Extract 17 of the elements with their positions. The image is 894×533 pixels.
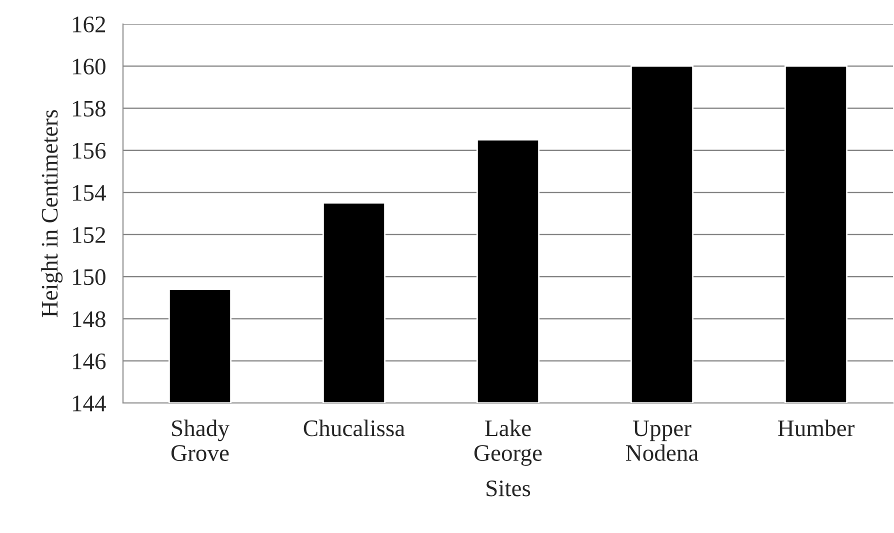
x-tick-label: Upper Nodena bbox=[626, 420, 698, 461]
y-axis-title: Height in Centimeters bbox=[41, 110, 63, 318]
y-tick-label: 156 bbox=[72, 142, 106, 159]
x-tick-label: Humber bbox=[778, 420, 854, 436]
y-tick-label: 152 bbox=[72, 227, 106, 243]
y-tick-label: 150 bbox=[72, 269, 106, 286]
y-tick-label: 154 bbox=[72, 185, 106, 201]
x-tick-label: Chucalissa bbox=[304, 420, 405, 436]
x-axis-title: Sites bbox=[486, 480, 530, 496]
y-tick-label: 162 bbox=[72, 16, 106, 32]
x-tick-label: Shady Grove bbox=[171, 420, 230, 462]
y-tick-label: 148 bbox=[72, 311, 106, 328]
y-tick-label: 158 bbox=[72, 100, 106, 117]
x-tick-label: Lake George bbox=[474, 420, 542, 466]
y-tick-label: 160 bbox=[72, 58, 106, 75]
y-tick-label: 146 bbox=[72, 353, 106, 370]
y-tick-label: 144 bbox=[72, 396, 106, 412]
